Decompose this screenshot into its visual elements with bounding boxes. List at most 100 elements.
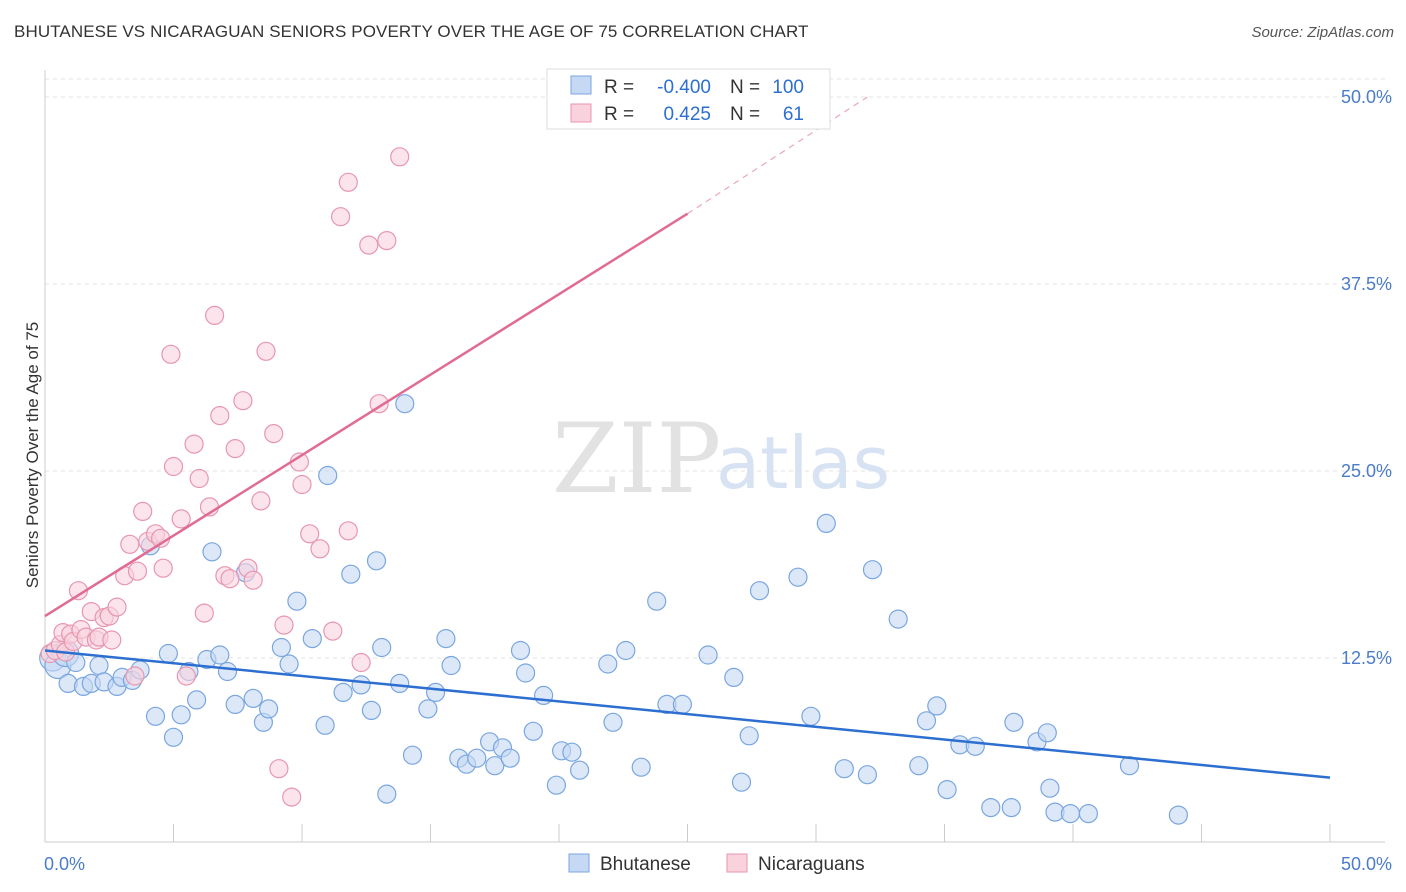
nicaraguans-trend-extension (687, 96, 868, 215)
bhutanese-point (243, 688, 263, 709)
nicaraguans-point (300, 524, 320, 544)
bhutanese-point (418, 699, 438, 719)
nicaraguans-point (292, 474, 312, 495)
nicaraguans-trend-line (44, 212, 689, 618)
nicaraguans-point (210, 406, 230, 426)
bhutanese-point (390, 673, 410, 694)
legend-swatch-nicaraguans (570, 103, 592, 123)
nicaraguans-point (338, 521, 358, 541)
y-tick-label: 37.5% (1341, 274, 1392, 294)
nicaraguans-point (189, 468, 209, 489)
bhutanese-point (510, 640, 531, 661)
legend-n-label-1: N = (730, 77, 760, 98)
bhutanese-point (698, 645, 718, 665)
series-legend-label-nicaraguans: Nicaraguans (758, 854, 865, 875)
nicaraguans-point (256, 341, 276, 361)
watermark-zip: ZIP (552, 403, 721, 515)
bhutanese-point (302, 628, 322, 649)
bhutanese-point (1040, 778, 1060, 798)
bhutanese-point (1168, 805, 1189, 825)
watermark-atlas: atlas (716, 421, 890, 505)
bhutanese-point (341, 564, 361, 584)
nicaraguans-point (233, 391, 253, 411)
bhutanese-point (731, 772, 752, 792)
bhutanese-point (366, 551, 387, 571)
bhutanese-point (857, 765, 878, 785)
bhutanese-point (217, 661, 238, 682)
axes (44, 70, 1385, 843)
bhutanese-point (485, 756, 505, 776)
bhutanese-trend-line (44, 649, 1331, 779)
bhutanese-point (287, 591, 307, 611)
bhutanese-point (402, 745, 423, 765)
nicaraguans-point (163, 456, 184, 477)
bhutanese-point (546, 775, 567, 795)
legend-r-label-1: R = (604, 77, 634, 98)
trend-lines (44, 96, 1331, 779)
series-legend-swatch-bhutanese (568, 853, 590, 873)
nicaraguans-point (225, 439, 245, 459)
nicaraguans-point (194, 603, 214, 623)
bhutanese-point (965, 736, 985, 756)
bhutanese-point (271, 637, 291, 658)
nicaraguans-point (127, 561, 148, 581)
bhutanese-point (598, 654, 618, 674)
legend-n-label-2: N = (730, 104, 760, 125)
y-tick-label: 50.0% (1341, 87, 1392, 107)
stats-legend: R = -0.400 N = 100 R = 0.425 N = 61 (546, 68, 831, 130)
nicaraguans-point (176, 666, 196, 686)
bhutanese-point (318, 465, 338, 486)
nicaraguans-point (205, 305, 225, 325)
bhutanese-point (631, 757, 651, 777)
bhutanese-point (1060, 803, 1081, 824)
bhutanese-point (816, 513, 836, 534)
bhutanese-point (436, 628, 456, 649)
series-legend-label-bhutanese: Bhutanese (600, 854, 691, 875)
bhutanese-point (1037, 723, 1057, 743)
bhutanese-point (171, 705, 191, 725)
bhutanese-point (1001, 797, 1021, 818)
nicaraguans-point (274, 615, 294, 635)
bhutanese-point (647, 591, 667, 611)
bhutanese-point (724, 667, 744, 688)
nicaraguans-point (323, 621, 343, 641)
bhutanese-point (395, 394, 415, 414)
bhutanese-point (441, 655, 461, 676)
bhutanese-point (225, 694, 245, 715)
bhutanese-point (937, 779, 957, 800)
bhutanese-point (927, 696, 947, 716)
nicaraguans-point (269, 759, 289, 779)
chart-title: BHUTANESE VS NICARAGUAN SENIORS POVERTY … (14, 22, 809, 41)
x-tick-label: 50.0% (1341, 854, 1392, 874)
bhutanese-point (426, 682, 446, 703)
bhutanese-point (158, 643, 178, 664)
bhutanese-point (569, 760, 590, 780)
bhutanese-point (351, 675, 371, 695)
nicaraguans-point (310, 539, 330, 559)
bhutanese-point (361, 700, 381, 721)
nicaraguans-point (153, 558, 173, 578)
bhutanese-point (523, 721, 543, 741)
bhutanese-point (279, 654, 299, 674)
bhutanese-point (259, 699, 279, 719)
nicaraguans-point (243, 570, 263, 590)
y-axis-label: Seniors Poverty Over the Age of 75 (23, 322, 42, 588)
bhutanese-point (862, 560, 883, 580)
nicaraguans-point (220, 569, 240, 589)
y-tick-label: 25.0% (1341, 461, 1392, 481)
x-tick-labels: 0.0% 50.0% (44, 854, 1392, 874)
nicaraguans-point (120, 534, 140, 554)
nicaraguans-point (351, 652, 371, 673)
nicaraguans-point (133, 501, 153, 521)
bhutanese-point (1078, 803, 1099, 824)
nicaraguans-point (184, 434, 204, 454)
nicaraguans-point (171, 509, 191, 529)
bhutanese-point (372, 637, 392, 658)
bhutanese-point (603, 712, 623, 732)
bhutanese-point (163, 727, 184, 747)
nicaraguans-point (251, 491, 271, 511)
bhutanese-point (801, 706, 821, 726)
bhutanese-point (333, 682, 353, 703)
bhutanese-point (515, 663, 536, 683)
